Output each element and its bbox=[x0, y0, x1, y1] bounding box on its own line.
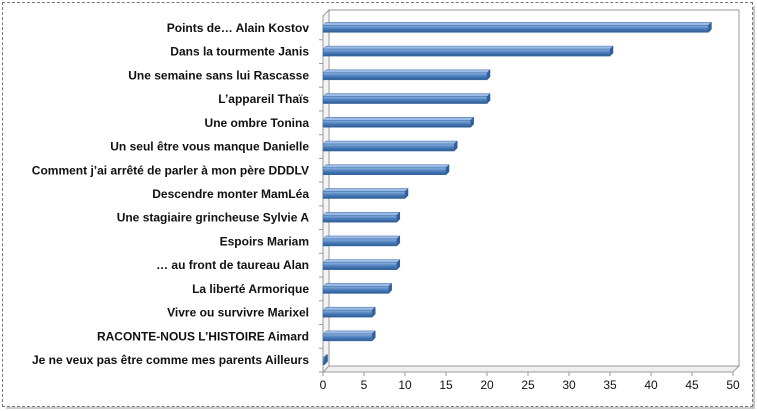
x-tick-label: 15 bbox=[439, 378, 453, 392]
x-tick-label: 25 bbox=[521, 378, 535, 392]
bar-top-face bbox=[322, 283, 393, 287]
bar bbox=[322, 164, 450, 176]
bar-front-face bbox=[322, 25, 709, 33]
bar-front-face bbox=[322, 120, 471, 128]
bar bbox=[322, 45, 614, 57]
bars-group bbox=[322, 21, 713, 366]
category-label: Descendre monter MamLéa bbox=[152, 187, 309, 201]
bar bbox=[322, 282, 393, 295]
bar bbox=[322, 259, 401, 271]
category-label: Une stagiaire grincheuse Sylvie A bbox=[117, 211, 310, 225]
bar bbox=[322, 21, 713, 33]
category-label: Une semaine sans lui Rascasse bbox=[128, 68, 309, 82]
category-label: Un seul être vous manque Danielle bbox=[110, 140, 309, 154]
bar-top-face bbox=[322, 140, 458, 145]
bar-front-face bbox=[322, 309, 373, 318]
bar-top-face bbox=[322, 330, 376, 335]
x-axis-ticks: 0 5 10 15 20 25 30 35 40 45 50 bbox=[320, 372, 740, 392]
bar-front-face bbox=[322, 191, 406, 199]
bar-top-face bbox=[322, 45, 614, 50]
category-label: L’appareil Thaïs bbox=[218, 92, 309, 106]
bar-top-face bbox=[322, 211, 401, 216]
category-label: Je ne veux pas être comme mes parents Ai… bbox=[32, 353, 309, 367]
plot-back-frame bbox=[329, 9, 740, 366]
category-label: Dans la tourmente Janis bbox=[170, 45, 309, 59]
bar-top-face bbox=[322, 188, 409, 192]
bar-front-face bbox=[322, 238, 398, 247]
bar bbox=[322, 69, 491, 81]
x-tick-label: 10 bbox=[398, 378, 412, 392]
category-label: Comment j’ai arrêté de parler à mon père… bbox=[32, 163, 309, 177]
bar bbox=[322, 187, 409, 200]
value-axis-floor bbox=[321, 365, 741, 373]
x-tick-label: 20 bbox=[480, 378, 494, 392]
bar bbox=[322, 92, 491, 105]
chart-frame bbox=[2, 2, 753, 407]
bar bbox=[322, 306, 376, 318]
category-label: RACONTE-NOUS L’HISTOIRE Aimard bbox=[97, 329, 309, 343]
category-label: Points de… Alain Kostov bbox=[167, 21, 310, 35]
bar bbox=[322, 140, 458, 152]
bar-front-face bbox=[322, 143, 455, 152]
bar-front-face bbox=[322, 167, 447, 176]
category-label: Vivre ou survivre Marixel bbox=[167, 306, 309, 320]
bar-top-face bbox=[322, 93, 491, 97]
bar-top-face bbox=[322, 69, 491, 74]
x-tick-label: 50 bbox=[726, 378, 740, 392]
bar-top-face bbox=[322, 117, 475, 121]
bar-front-face bbox=[322, 96, 488, 104]
bar bbox=[322, 211, 401, 223]
bar-top-face bbox=[322, 235, 401, 240]
x-tick-label: 40 bbox=[644, 378, 658, 392]
x-tick-label: 0 bbox=[320, 378, 327, 392]
category-label: … au front de taureau Alan bbox=[156, 258, 309, 272]
category-labels: Points de… Alain Kostov Dans la tourmente… bbox=[32, 21, 310, 367]
bar-front-face bbox=[322, 333, 373, 342]
category-label: Une ombre Tonina bbox=[205, 116, 310, 130]
bar bbox=[322, 330, 376, 342]
bar-top-face bbox=[322, 164, 450, 169]
bar bbox=[322, 235, 401, 247]
x-tick-label: 5 bbox=[361, 378, 368, 392]
category-label: La liberté Armorique bbox=[192, 282, 309, 296]
bar-front-face bbox=[322, 357, 325, 365]
bar-front-face bbox=[322, 262, 398, 270]
bar-front-face bbox=[322, 286, 389, 294]
bar-top-face bbox=[322, 259, 401, 263]
x-tick-label: 30 bbox=[562, 378, 576, 392]
x-tick-label: 35 bbox=[603, 378, 617, 392]
bar-top-face bbox=[322, 306, 376, 311]
x-tick-label: 45 bbox=[685, 378, 699, 392]
category-label: Espoirs Mariam bbox=[220, 234, 309, 248]
bar-front-face bbox=[322, 72, 488, 81]
bar bbox=[322, 116, 475, 128]
bar-top-face bbox=[322, 22, 713, 26]
bar-front-face bbox=[322, 48, 611, 57]
bar-front-face bbox=[322, 214, 398, 223]
bar bbox=[322, 354, 329, 366]
